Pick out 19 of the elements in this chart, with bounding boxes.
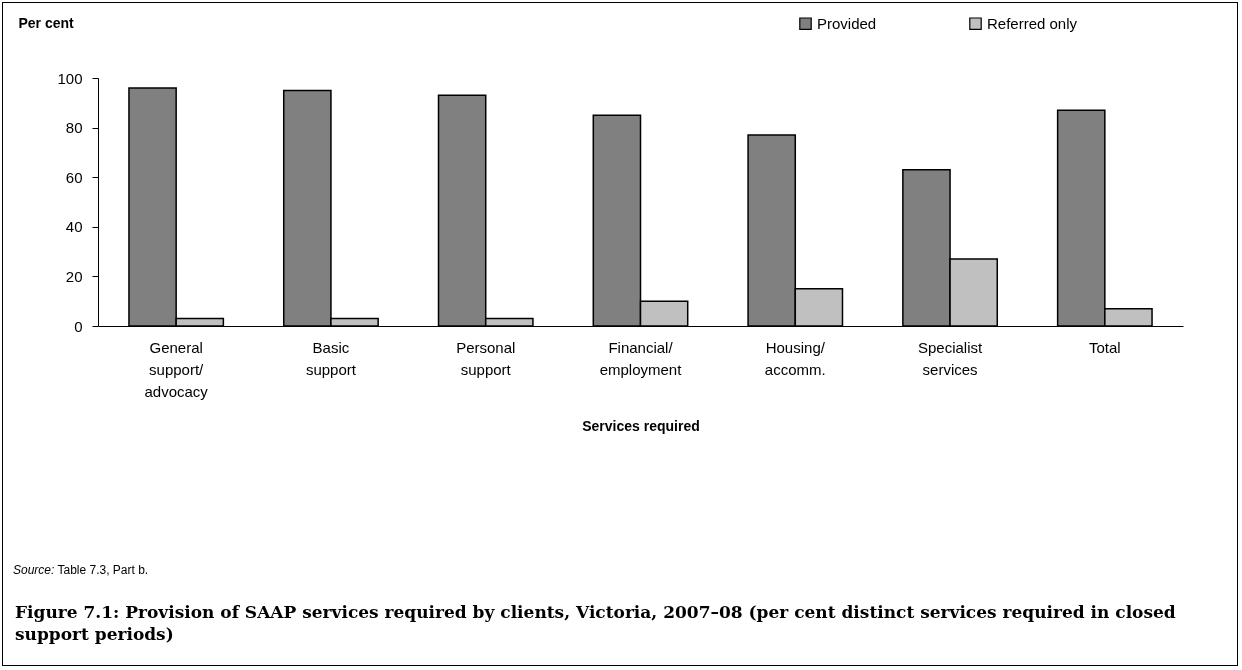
y-tick-label: 80 <box>65 119 83 137</box>
x-tick-label: Total <box>1088 338 1121 356</box>
x-tick-label: Personal support <box>456 338 516 378</box>
y-axis-title: Per cent <box>18 14 75 31</box>
x-axis-title: Services required <box>582 417 700 434</box>
y-tick-label: 0 <box>74 317 83 335</box>
source-note: Source: Table 7.3, Part b. <box>13 563 149 577</box>
legend-label: Referred only <box>987 14 1078 32</box>
x-tick-label: Housing/accomm. <box>764 338 826 378</box>
legend-label: Provided <box>817 14 877 32</box>
x-tick-label: Specialist services <box>917 338 983 378</box>
x-tick-label: Financial/employment <box>599 338 683 378</box>
x-tick-label: General support/advocacy <box>144 338 209 400</box>
y-tick-label: 20 <box>65 267 83 285</box>
x-tick-label: Basic support <box>305 338 357 378</box>
y-tick-label: 40 <box>65 218 83 236</box>
y-tick-label: 60 <box>65 168 83 186</box>
y-tick-label: 100 <box>57 69 83 87</box>
text: Figure 7.1: Provision of SAAP services required by clients, Victoria, 2007–08 (per cent distinct services required in closed support periods) <box>15 601 1177 645</box>
